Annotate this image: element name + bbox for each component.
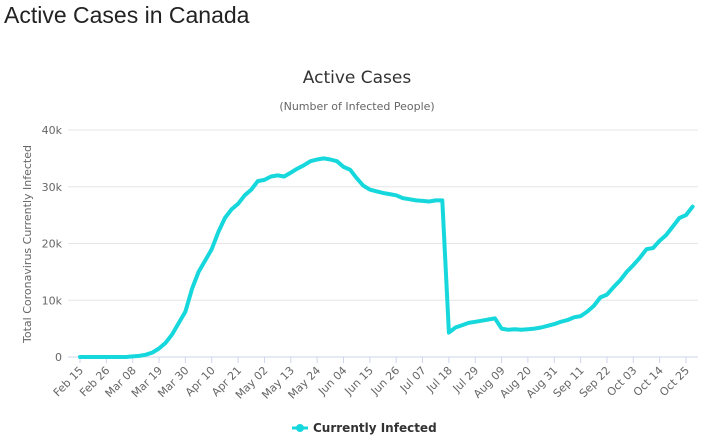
- legend-label: Currently Infected: [313, 421, 437, 435]
- y-tick-label: 0: [55, 351, 62, 364]
- x-tick-label: Jul 18: [423, 364, 455, 396]
- chart-title: Active Cases: [303, 68, 412, 88]
- x-tick-label: Jun 26: [368, 364, 402, 398]
- y-tick-label: 30k: [42, 181, 63, 194]
- chart-subtitle: (Number of Infected People): [279, 100, 434, 113]
- legend-symbol: [296, 424, 304, 432]
- x-tick-label: Jul 07: [397, 364, 429, 396]
- x-tick-label: Oct 25: [657, 364, 692, 399]
- x-tick-label: Jun 15: [342, 364, 376, 398]
- x-tick-label: Jun 04: [315, 364, 349, 398]
- y-axis-label: Total Coronavirus Currently Infected: [21, 145, 34, 344]
- page-title: Active Cases in Canada: [4, 2, 250, 28]
- y-tick-label: 40k: [42, 124, 63, 137]
- y-tick-label: 10k: [42, 294, 63, 307]
- data-line: [78, 156, 695, 359]
- y-tick-label: 20k: [42, 238, 63, 251]
